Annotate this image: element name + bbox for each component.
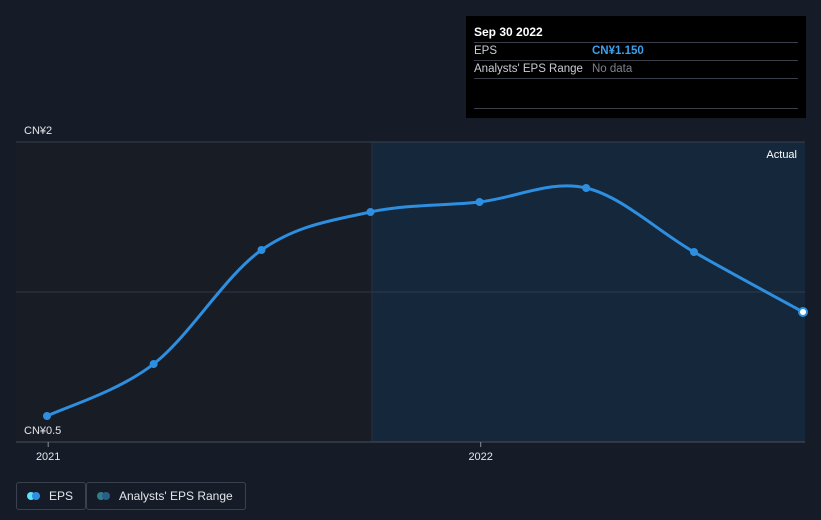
range-legend-icon bbox=[97, 492, 111, 500]
eps-series-points[interactable] bbox=[43, 184, 808, 420]
actual-label: Actual bbox=[766, 149, 797, 161]
tooltip-eps-label: EPS bbox=[474, 45, 498, 57]
eps-point-2020-12-31[interactable] bbox=[43, 412, 51, 420]
eps-point-2021-12-31[interactable] bbox=[475, 198, 484, 206]
legend-item-analysts-range[interactable]: Analysts' EPS Range bbox=[86, 482, 246, 510]
eps-legend-dot-b bbox=[32, 492, 40, 500]
x-tick-label-2021: 2021 bbox=[36, 451, 60, 463]
range-legend-dot-b bbox=[102, 492, 110, 500]
legend-range-label: Analysts' EPS Range bbox=[119, 489, 233, 503]
legend-item-eps[interactable]: EPS bbox=[16, 482, 87, 510]
tooltip-range-value: No data bbox=[592, 63, 633, 75]
eps-point-2022-06-30[interactable] bbox=[689, 248, 698, 256]
eps-series-line bbox=[45, 184, 805, 418]
eps-point-2021-06-30[interactable] bbox=[257, 246, 266, 254]
tooltip-date: Sep 30 2022 bbox=[474, 24, 798, 43]
range-legend-dot-a bbox=[97, 492, 105, 500]
eps-legend-dot-a bbox=[27, 492, 35, 500]
x-tick-label-2022: 2022 bbox=[468, 451, 492, 463]
tooltip-eps-value: CN¥1.150 bbox=[592, 45, 644, 57]
y-tick-label-bottom: CN¥0.5 bbox=[24, 425, 61, 437]
eps-point-2022-03-31[interactable] bbox=[582, 184, 591, 192]
eps-point-2022-09-30[interactable] bbox=[798, 307, 808, 317]
legend-eps-label: EPS bbox=[49, 489, 74, 503]
tooltip-divider bbox=[474, 108, 798, 109]
y-tick-label-top: CN¥2 bbox=[24, 125, 52, 137]
tooltip-row-range: Analysts' EPS Range No data bbox=[474, 61, 798, 79]
eps-point-2021-09-30[interactable] bbox=[366, 208, 375, 216]
eps-point-2021-03-31[interactable] bbox=[149, 360, 158, 368]
tooltip-range-label: Analysts' EPS Range bbox=[474, 63, 583, 75]
tooltip-panel: Sep 30 2022 EPS CN¥1.150 Analysts' EPS R… bbox=[466, 16, 806, 118]
x-axis-ticks: 2021 2022 bbox=[36, 442, 493, 463]
tooltip-row-eps: EPS CN¥1.150 bbox=[474, 43, 798, 61]
eps-legend-icon bbox=[27, 492, 41, 500]
